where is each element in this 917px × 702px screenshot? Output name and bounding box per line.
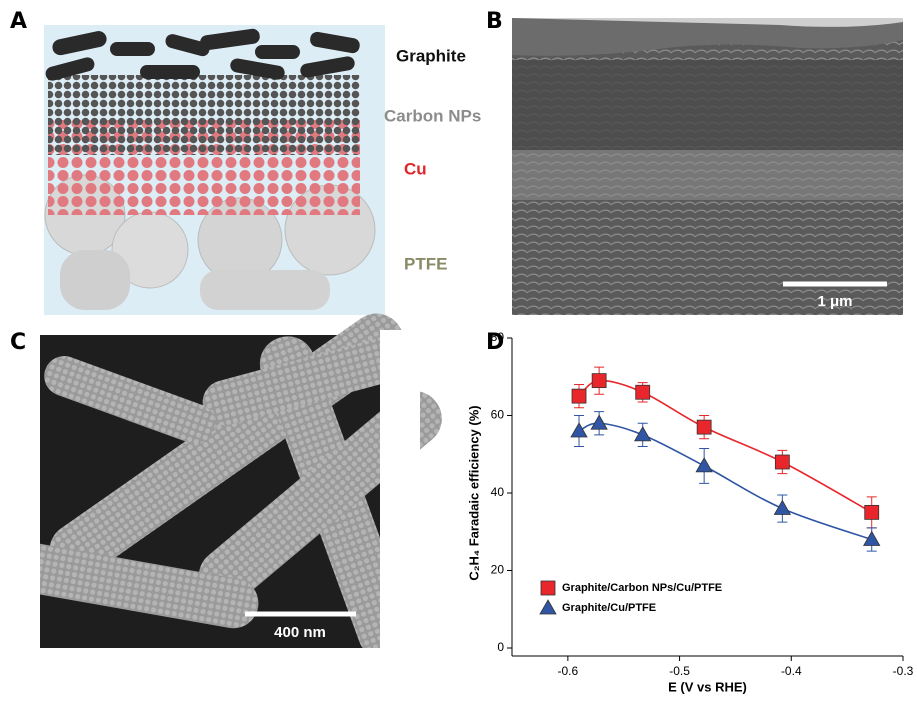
fit-line: [579, 381, 872, 513]
y-tick-label: 80: [491, 330, 505, 344]
fit-line: [579, 423, 872, 539]
data-point: [775, 455, 789, 469]
x-tick-label: -0.6: [558, 664, 579, 678]
panel-letter: A: [10, 9, 27, 34]
data-point: [572, 389, 586, 403]
chart: 0 20 40 60 80 -0.6 -0.5 -0.4 -0.3 E (V vs RHE) C₂H…: [466, 330, 913, 694]
panel-letter: B: [486, 9, 503, 34]
data-point: [774, 501, 790, 515]
data-point: [571, 423, 587, 437]
data-point: [697, 420, 711, 434]
scale-label: 1 μm: [817, 293, 852, 310]
x-tick-label: -0.3: [893, 664, 914, 678]
y-tick-label: 60: [491, 408, 505, 422]
y-tick-label: 0: [497, 640, 504, 654]
y-tick-label: 20: [491, 563, 505, 577]
data-point: [591, 415, 607, 429]
legend-label: Graphite/Carbon NPs/Cu/PTFE: [562, 582, 722, 594]
data-point: [636, 385, 650, 399]
x-tick-label: -0.5: [669, 664, 690, 678]
legend-swatch: [541, 581, 555, 595]
layer-label: PTFE: [404, 254, 447, 273]
y-axis-title: C₂H₄ Faradaic efficiency (%): [466, 405, 481, 580]
legend-label: Graphite/Cu/PTFE: [562, 602, 656, 614]
panel-letter: C: [10, 330, 26, 355]
data-point: [696, 458, 712, 472]
scale-label: 400 nm: [274, 624, 326, 641]
schematic: [44, 25, 385, 315]
figure: A Graphite Carbon NPs Cu PTFE B 1 μm C 4…: [0, 0, 917, 697]
legend-swatch: [540, 600, 556, 614]
x-tick-label: -0.4: [781, 664, 802, 678]
data-point: [635, 427, 651, 441]
layer-label: Carbon NPs: [384, 106, 481, 125]
data-point: [865, 505, 879, 519]
y-tick-label: 40: [491, 485, 505, 499]
x-axis-title: E (V vs RHE): [668, 679, 747, 694]
data-point: [864, 532, 880, 546]
sem-image: [512, 18, 903, 315]
layer-label: Graphite: [396, 46, 466, 65]
layer-label: Cu: [404, 159, 427, 178]
data-point: [592, 374, 606, 388]
